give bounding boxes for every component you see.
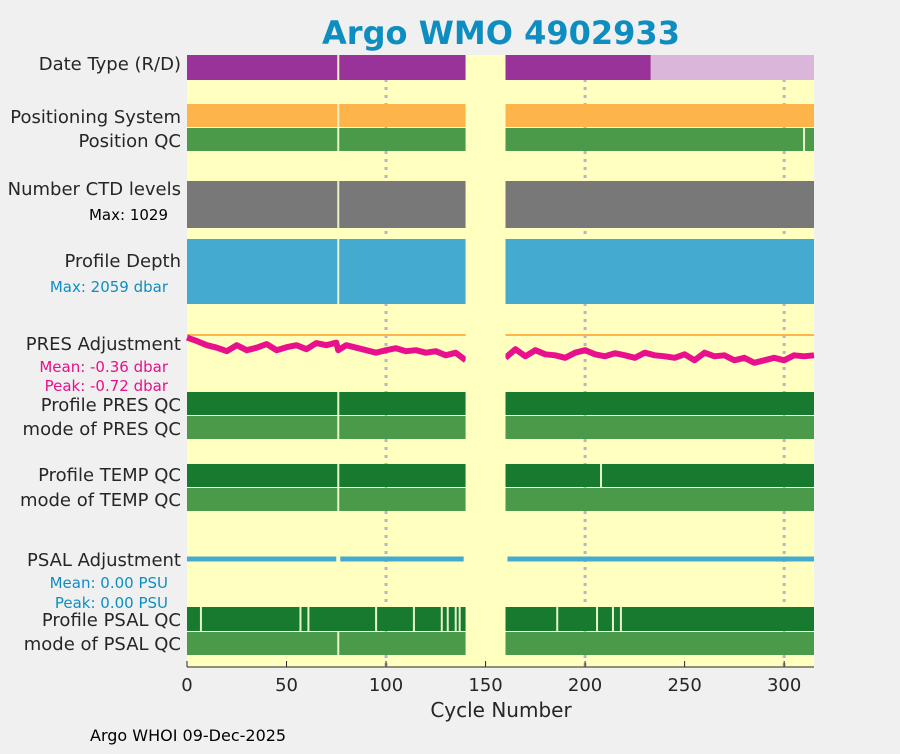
pres_qc-segment-1 (505, 392, 814, 415)
psal_qc_mode-segment-0 (187, 632, 466, 655)
row-stat-ctd_levels: Max: 1029 (89, 206, 168, 224)
profile_depth-notch-122 (429, 237, 432, 239)
ctd_levels-notch-52 (290, 179, 293, 181)
profile_depth-notch-52 (290, 237, 293, 239)
ctd_levels-notch-136 (457, 179, 460, 181)
pres-label: PRES Adjustment (26, 334, 181, 355)
row-label-pres_qc: Profile PRES QC (41, 395, 181, 416)
ctd_levels-segment-0 (187, 181, 466, 228)
pres_qc_mode-segment-1 (505, 416, 814, 439)
profile_depth-notch-94 (374, 237, 377, 239)
data-gap (465, 55, 506, 667)
status-rows (187, 55, 814, 655)
row-label-temp_qc_mode: mode of TEMP QC (20, 490, 181, 511)
pres_qc_mode-segment-0 (187, 416, 466, 439)
row-psal_qc (187, 607, 814, 631)
row-label-date_type: Date Type (R/D) (39, 54, 181, 75)
x-tick-label-100: 100 (369, 675, 403, 696)
x-axis-label: Cycle Number (430, 698, 572, 722)
row-position_qc (187, 128, 814, 151)
row-label-profile_depth: Profile Depth (64, 251, 181, 272)
profile_depth-segment-0 (187, 239, 466, 304)
profile_depth-notch-10 (206, 237, 209, 239)
x-axis-ticks: 0 50 100 150 200 250 300 (181, 661, 801, 696)
psal-peak: Peak: 0.00 PSU (55, 594, 168, 612)
ctd_levels-notch-94 (374, 179, 377, 181)
pres-peak: Peak: -0.72 dbar (45, 377, 169, 395)
position_qc-segment-1 (505, 128, 814, 151)
row-labels: Date Type (R/D) Positioning System Positio… (8, 54, 181, 655)
row-temp_qc_mode (187, 488, 814, 511)
pres-adjustment-line-0 (186, 334, 468, 363)
row-psal_qc_mode (187, 632, 814, 655)
row-label-positioning: Positioning System (10, 107, 181, 128)
position_qc-segment-0 (187, 128, 466, 151)
date_type-segment-2 (650, 55, 814, 80)
x-tick-label-0: 0 (181, 675, 192, 696)
profile_depth-notch-80 (346, 237, 349, 239)
row-profile_depth (187, 237, 814, 304)
ctd_levels-notch-122 (429, 179, 432, 181)
row-date_type (187, 55, 814, 80)
row-ctd_levels (187, 179, 814, 228)
date_type-segment-0 (187, 55, 466, 80)
ctd_levels-notch-66 (318, 179, 321, 181)
row-stat-profile_depth: Max: 2059 dbar (50, 278, 169, 296)
psal-label: PSAL Adjustment (27, 550, 181, 571)
profile_depth-notch-108 (401, 237, 404, 239)
profile_depth-segment-1 (505, 239, 814, 304)
ctd_levels-segment-1 (505, 181, 814, 228)
psal_qc_mode-segment-1 (505, 632, 814, 655)
pres_qc-segment-0 (187, 392, 466, 415)
row-temp_qc (187, 464, 814, 487)
profile_depth-notch-38 (262, 237, 265, 239)
temp_qc-segment-0 (187, 464, 466, 487)
ctd_levels-notch-80 (346, 179, 349, 181)
x-tick-label-250: 250 (667, 675, 701, 696)
psal_qc-segment-1 (505, 607, 814, 631)
row-pres_qc (187, 392, 814, 415)
positioning-segment-1 (505, 104, 814, 127)
footer-credit: Argo WHOI 09-Dec-2025 (90, 726, 286, 745)
temp_qc-segment-1 (505, 464, 814, 487)
temp_qc_mode-segment-0 (187, 488, 466, 511)
row-label-ctd_levels: Number CTD levels (8, 179, 181, 200)
chart-title: Argo WMO 4902933 (322, 14, 680, 52)
ctd_levels-notch-108 (401, 179, 404, 181)
profile_depth-notch-24 (234, 237, 237, 239)
row-label-psal_qc: Profile PSAL QC (42, 610, 181, 631)
pres-adjustment-line-1 (503, 346, 815, 366)
row-pres_qc_mode (187, 416, 814, 439)
x-tick-label-50: 50 (275, 675, 298, 696)
row-label-position_qc: Position QC (78, 131, 181, 152)
pres-mean: Mean: -0.36 dbar (39, 358, 169, 376)
psal_qc-segment-0 (187, 607, 466, 631)
row-label-pres_qc_mode: mode of PRES QC (23, 419, 181, 440)
x-tick-label-200: 200 (568, 675, 602, 696)
x-tick-label-300: 300 (767, 675, 801, 696)
profile_depth-notch-66 (318, 237, 321, 239)
row-label-psal_qc_mode: mode of PSAL QC (24, 634, 181, 655)
x-tick-label-150: 150 (468, 675, 502, 696)
psal-mean: Mean: 0.00 PSU (50, 574, 168, 592)
date_type-segment-1 (505, 55, 651, 80)
row-positioning (187, 104, 814, 127)
temp_qc_mode-segment-1 (505, 488, 814, 511)
row-label-temp_qc: Profile TEMP QC (38, 465, 181, 486)
ctd_levels-notch-24 (234, 179, 237, 181)
profile_depth-notch-136 (457, 237, 460, 239)
ctd_levels-notch-10 (206, 179, 209, 181)
ctd_levels-notch-38 (262, 179, 265, 181)
positioning-segment-0 (187, 104, 466, 127)
